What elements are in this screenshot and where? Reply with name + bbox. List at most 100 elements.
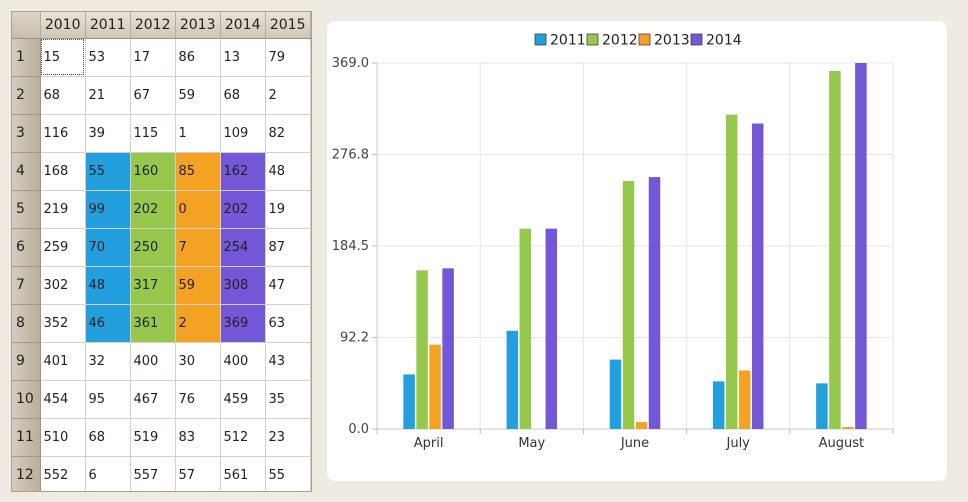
row-header[interactable]: 11 <box>12 418 41 457</box>
table-cell[interactable]: 467 <box>130 380 176 419</box>
row-header[interactable]: 4 <box>12 152 41 191</box>
table-cell[interactable]: 17 <box>130 38 176 77</box>
table-cell[interactable]: 361 <box>130 304 176 343</box>
bar-2011-july[interactable] <box>712 381 725 429</box>
bar-2011-june[interactable] <box>609 359 622 429</box>
table-cell[interactable]: 32 <box>85 342 131 381</box>
table-cell[interactable]: 1 <box>175 114 221 153</box>
table-cell[interactable]: 59 <box>175 76 221 115</box>
table-cell[interactable]: 115 <box>130 114 176 153</box>
bar-2012-august[interactable] <box>829 70 841 429</box>
table-cell[interactable]: 552 <box>40 456 86 491</box>
bar-2011-april[interactable] <box>403 374 415 429</box>
column-header[interactable]: 2015 <box>265 12 311 39</box>
table-cell[interactable]: 557 <box>130 456 176 491</box>
table-cell[interactable]: 459 <box>220 380 266 419</box>
table-cell[interactable]: 510 <box>40 418 86 457</box>
bar-2012-july[interactable] <box>725 114 738 429</box>
legend-label[interactable]: 2014 <box>706 33 742 49</box>
table-cell[interactable]: 2 <box>175 304 221 343</box>
table-cell[interactable]: 519 <box>130 418 176 457</box>
bar-2014-june[interactable] <box>648 177 661 429</box>
column-header[interactable]: 2011 <box>85 12 131 39</box>
table-cell[interactable]: 86 <box>175 38 221 77</box>
bar-2013-april[interactable] <box>429 344 441 429</box>
legend-swatch-2012[interactable] <box>586 33 599 46</box>
row-header[interactable]: 12 <box>12 456 41 491</box>
table-cell[interactable]: 19 <box>265 190 311 229</box>
table-cell[interactable]: 160 <box>130 152 176 191</box>
table-cell[interactable]: 116 <box>40 114 86 153</box>
table-cell[interactable]: 55 <box>85 152 131 191</box>
table-cell[interactable]: 87 <box>265 228 311 267</box>
spreadsheet-grid[interactable]: 2010 2011 2012 2013 2014 2015 1 15 53 17 86 1… <box>11 11 312 492</box>
table-cell[interactable]: 512 <box>220 418 266 457</box>
bar-2012-may[interactable] <box>519 228 532 429</box>
row-header[interactable]: 8 <box>12 304 41 343</box>
legend-swatch-2013[interactable] <box>638 33 651 46</box>
table-cell[interactable]: 15 <box>40 38 86 77</box>
table-cell[interactable]: 76 <box>175 380 221 419</box>
table-cell[interactable]: 109 <box>220 114 266 153</box>
table-cell[interactable]: 68 <box>40 76 86 115</box>
bar-2014-august[interactable] <box>855 63 867 429</box>
table-cell[interactable]: 352 <box>40 304 86 343</box>
table-cell[interactable]: 202 <box>220 190 266 229</box>
table-cell[interactable]: 400 <box>130 342 176 381</box>
table-cell[interactable]: 2 <box>265 76 311 115</box>
legend-label[interactable]: 2011 <box>550 33 586 49</box>
table-cell[interactable]: 55 <box>265 456 311 491</box>
row-header[interactable]: 9 <box>12 342 41 381</box>
table-cell[interactable]: 162 <box>220 152 266 191</box>
legend-swatch-2014[interactable] <box>690 33 703 46</box>
table-cell[interactable]: 68 <box>220 76 266 115</box>
table-cell[interactable]: 53 <box>85 38 131 77</box>
row-header[interactable]: 3 <box>12 114 41 153</box>
bar-2013-august[interactable] <box>842 427 854 429</box>
table-cell[interactable]: 59 <box>175 266 221 305</box>
table-cell[interactable]: 317 <box>130 266 176 305</box>
corner-header[interactable] <box>12 12 41 39</box>
table-cell[interactable]: 561 <box>220 456 266 491</box>
table-cell[interactable]: 70 <box>85 228 131 267</box>
table-cell[interactable]: 401 <box>40 342 86 381</box>
table-cell[interactable]: 219 <box>40 190 86 229</box>
table-cell[interactable]: 83 <box>175 418 221 457</box>
table-cell[interactable]: 30 <box>175 342 221 381</box>
table-cell[interactable]: 68 <box>85 418 131 457</box>
column-header[interactable]: 2012 <box>130 12 176 39</box>
row-header[interactable]: 7 <box>12 266 41 305</box>
table-cell[interactable]: 0 <box>175 190 221 229</box>
bar-2012-june[interactable] <box>622 181 635 429</box>
table-cell[interactable]: 23 <box>265 418 311 457</box>
table-cell[interactable]: 67 <box>130 76 176 115</box>
table-cell[interactable]: 250 <box>130 228 176 267</box>
table-cell[interactable]: 254 <box>220 228 266 267</box>
legend-label[interactable]: 2012 <box>602 33 638 49</box>
bar-2014-july[interactable] <box>751 123 764 430</box>
bar-2014-may[interactable] <box>545 228 558 429</box>
table-cell[interactable]: 454 <box>40 380 86 419</box>
table-cell[interactable]: 369 <box>220 304 266 343</box>
legend-swatch-2011[interactable] <box>534 33 547 46</box>
table-cell[interactable]: 7 <box>175 228 221 267</box>
table-cell[interactable]: 85 <box>175 152 221 191</box>
table-cell[interactable]: 48 <box>85 266 131 305</box>
table-cell[interactable]: 79 <box>265 38 311 77</box>
table-cell[interactable]: 308 <box>220 266 266 305</box>
table-cell[interactable]: 39 <box>85 114 131 153</box>
row-header[interactable]: 1 <box>12 38 41 77</box>
table-cell[interactable]: 99 <box>85 190 131 229</box>
table-cell[interactable]: 43 <box>265 342 311 381</box>
table-cell[interactable]: 302 <box>40 266 86 305</box>
table-cell[interactable]: 13 <box>220 38 266 77</box>
table-cell[interactable]: 57 <box>175 456 221 491</box>
column-header[interactable]: 2010 <box>40 12 86 39</box>
row-header[interactable]: 2 <box>12 76 41 115</box>
bar-2013-june[interactable] <box>635 422 648 429</box>
bar-2014-april[interactable] <box>442 268 454 429</box>
bar-2013-july[interactable] <box>738 370 751 429</box>
table-cell[interactable]: 47 <box>265 266 311 305</box>
table-cell[interactable]: 82 <box>265 114 311 153</box>
column-header[interactable]: 2014 <box>220 12 266 39</box>
